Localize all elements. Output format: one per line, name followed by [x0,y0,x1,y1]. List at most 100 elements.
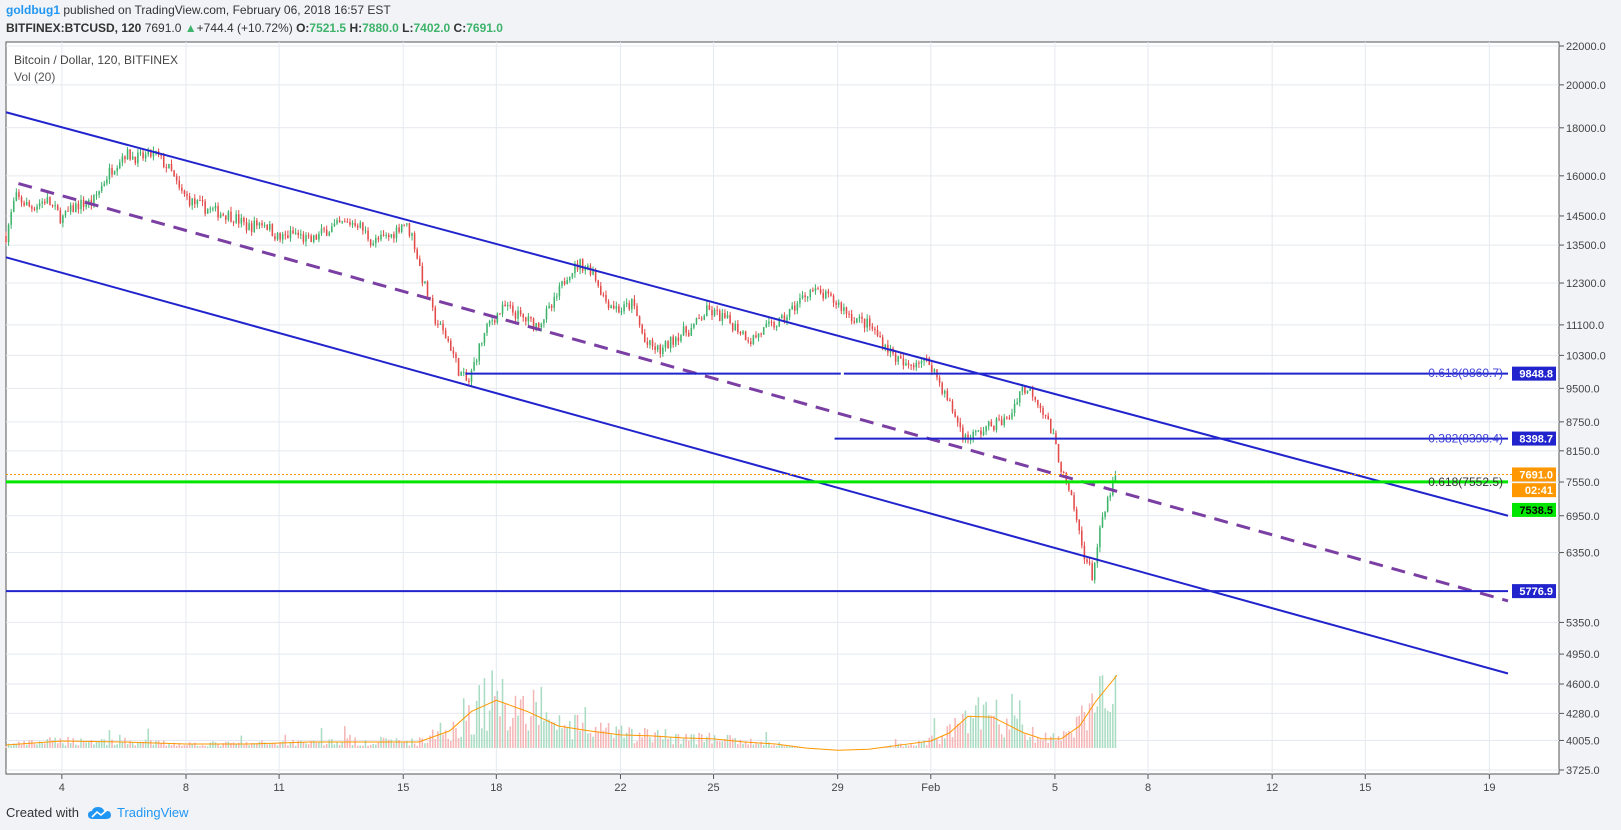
volume-bar [995,699,998,748]
candle-body [219,214,222,218]
volume-bar [235,744,237,748]
candle-body [514,312,517,319]
volume-bar [576,714,579,748]
time-tick-label: 12 [1266,782,1278,794]
candle-body [418,258,421,266]
volume-bar [1013,715,1016,748]
candle-body [206,209,209,214]
volume-bar [1034,742,1037,748]
published-text: published on TradingView.com, February 0… [63,3,391,17]
candle-body [416,249,418,259]
volume-bar [1088,703,1091,748]
volume-bar [545,712,548,748]
candle-body [93,195,95,205]
volume-bar [1031,726,1034,748]
candle-body [15,192,18,201]
volume-bar [597,731,599,748]
volume-bar [131,742,134,748]
candle-body [672,336,674,345]
candle-body [59,210,62,223]
volume-bar [429,735,431,748]
volume-bar [106,745,108,748]
candle-body [31,206,33,209]
candle-body [987,421,990,427]
candle-body [230,211,232,222]
volume-bar [654,732,656,748]
candle-body [695,318,698,324]
volume-ma-line [5,674,1118,751]
candle-body [819,289,822,293]
price-chart[interactable]: 0.618(9860.7)0.382(8398.4)0.618(7552.5) … [0,0,1621,800]
candle-body [325,229,328,236]
candle-body [188,196,191,206]
volume-bar [716,740,718,748]
candle-body [517,310,519,319]
candle-body [181,187,183,191]
volume-bar [977,697,980,748]
volume-bar [708,732,711,748]
candle-body [486,323,488,334]
volume-bar [424,743,426,748]
price-tick-label: 11100.0 [1566,320,1604,332]
volume-bar [1060,740,1062,748]
candle-body [612,305,615,309]
candle-body [729,315,731,323]
volume-bar [631,728,633,748]
candle-body [998,418,1000,420]
time-axis: 4 8 11 15 18 22 25 29 Feb 5 8 12 15 19 [59,774,1496,794]
volume-bar [770,745,773,748]
volume-bar [54,737,56,748]
volume-bar [623,737,625,748]
volume-bar [936,738,938,748]
candle-body [1018,391,1021,403]
candle-body [812,290,814,292]
candle-body [77,203,80,210]
candle-body [390,234,393,238]
candle-body [263,225,266,227]
candle-body [253,220,256,232]
candle-body [297,232,300,236]
volume-bar [62,743,64,748]
volume-bar [248,745,250,748]
volume-bar [1070,732,1073,748]
candle-body [1062,472,1065,474]
candle-body [266,225,268,230]
volume-bar [1075,716,1078,748]
candle-body [954,411,956,417]
volume-bar [473,734,475,748]
volume-bar [108,730,111,748]
candle-body [879,335,881,338]
candle-body [318,233,320,240]
candle-body [426,281,429,298]
volume-bar [137,742,139,748]
volume-bar [1042,740,1044,748]
volume-bar [543,720,545,748]
price-tick-label: 10300.0 [1566,350,1606,362]
candle-body [473,362,475,371]
candle-body [724,313,726,318]
volume-bar [693,734,695,748]
candle-body [235,214,237,223]
volume-bar [462,698,465,748]
volume-bar [949,724,951,748]
volume-bar [36,744,38,748]
author-link[interactable]: goldbug1 [6,3,60,17]
candle-body [718,310,721,321]
candle-body [450,340,452,351]
candle-body [1078,520,1081,531]
volume-bar [90,739,93,748]
volume-bar [312,740,315,748]
tradingview-brand[interactable]: TradingView [87,805,189,820]
candle-body [403,224,406,226]
time-tick-label: 4 [59,782,65,794]
candle-body [636,306,638,317]
candle-body [618,306,620,313]
candle-body [649,340,651,345]
time-tick-label: 25 [707,782,719,794]
volume-bar [100,739,103,748]
candle-body [315,235,318,240]
candle-body [250,223,253,232]
volume-bar [980,729,982,748]
candle-body [781,315,783,319]
candle-body [713,309,716,316]
